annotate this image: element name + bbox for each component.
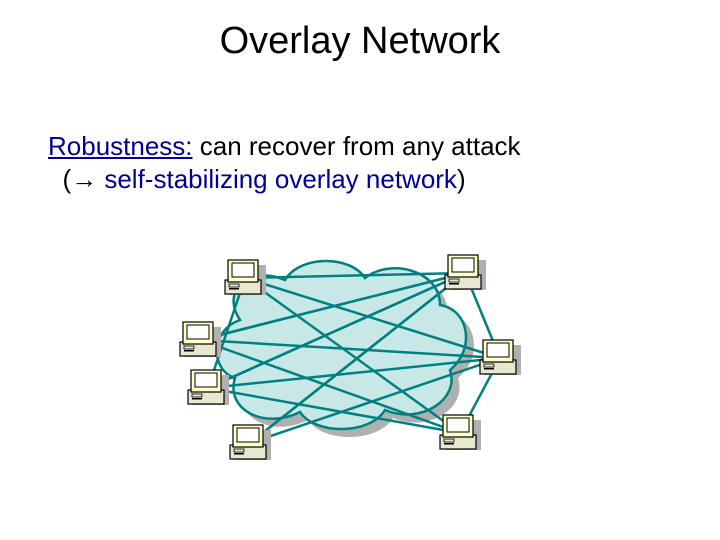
computer-icon: [225, 260, 266, 295]
computer-icon: [230, 425, 271, 460]
computer-icon: [445, 255, 486, 290]
computer-icon: [180, 322, 221, 357]
robustness-label: Robustness:: [48, 131, 193, 161]
computer-icon: [188, 370, 229, 405]
slide-title: Overlay Network: [0, 20, 720, 63]
computer-icon: [480, 340, 521, 375]
body-after: can recover from any attack: [193, 131, 521, 161]
computer-icon: [440, 415, 481, 450]
slide: Overlay Network Robustness: can recover …: [0, 0, 720, 540]
paren-close: ): [457, 164, 466, 194]
overlay-network-diagram: [150, 230, 570, 490]
paren-open: (: [62, 164, 71, 194]
body-text: Robustness: can recover from any attack …: [48, 130, 668, 195]
arrow-glyph: →: [71, 164, 97, 194]
self-stabilizing-text: self-stabilizing overlay network: [97, 164, 457, 194]
